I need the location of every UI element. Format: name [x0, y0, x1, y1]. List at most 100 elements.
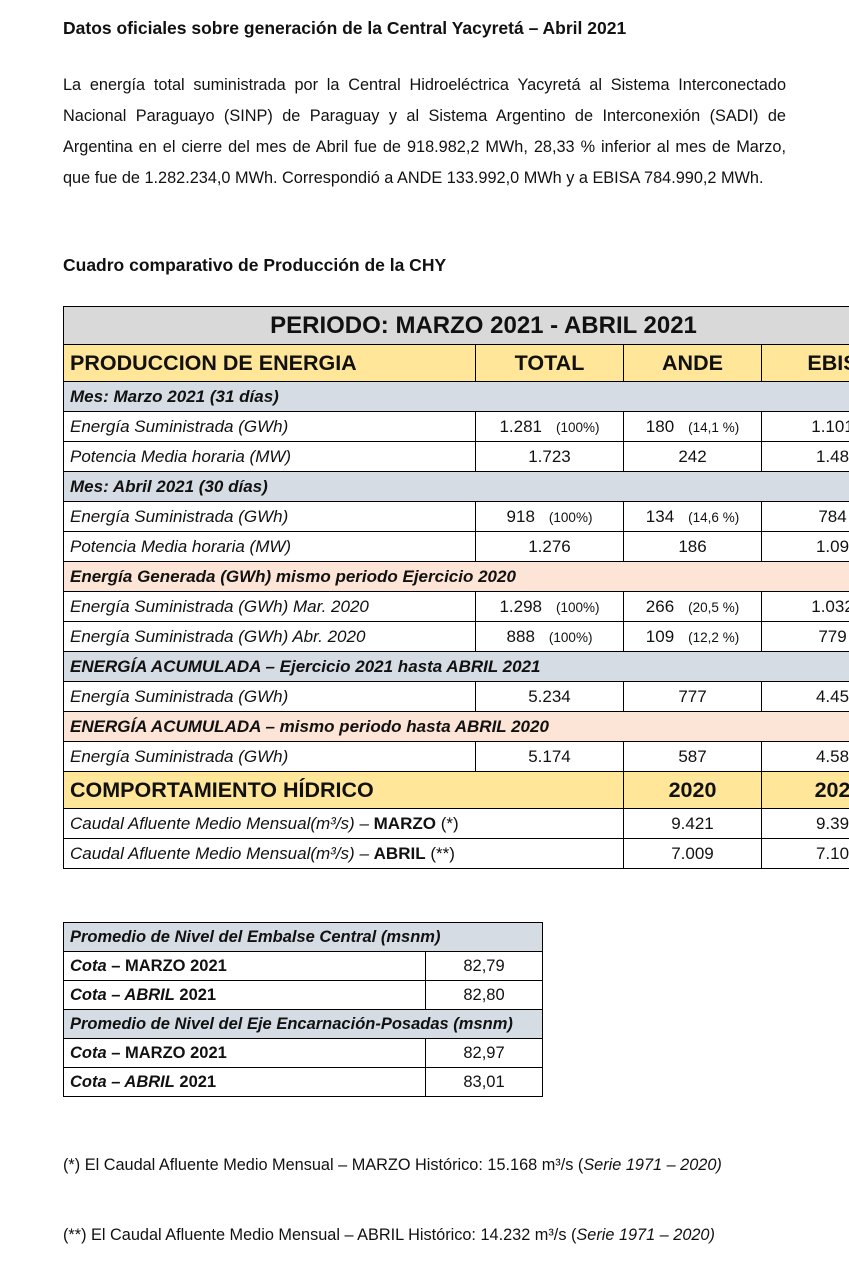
header-cell: ANDE — [623, 344, 762, 382]
hydro-note: (*) — [440, 813, 459, 833]
row-label: Energía Suministrada (GWh) — [63, 411, 476, 442]
cell-percent: (100%) — [556, 599, 600, 615]
level-table-wrap: Promedio de Nivel del Embalse Central (m… — [63, 922, 543, 1097]
cell-percent: (14,6 %) — [688, 509, 740, 525]
hydro-row: Caudal Afluente Medio Mensual(m³/s) – MA… — [63, 808, 849, 839]
hydro-header-cell: 2020 — [623, 771, 762, 809]
value-cell: 1.09 — [760, 531, 849, 562]
level-row: Cota – MARZO 2021 82,97 — [63, 1038, 543, 1068]
level-section-row: Promedio de Nivel del Embalse Central (m… — [63, 922, 543, 952]
level-row: Cota – ABRIL 2021 83,01 — [63, 1067, 543, 1097]
section-cell: Energía Generada (GWh) mismo periodo Eje… — [63, 561, 849, 592]
data-row: Energía Suministrada (GWh) 5.234 777 4.45 — [63, 681, 849, 712]
section-row: Mes: Marzo 2021 (31 días) — [63, 381, 849, 412]
hydro-value: 7.009 — [623, 838, 762, 869]
level-section-cell: Promedio de Nivel del Eje Encarnación-Po… — [63, 1009, 543, 1039]
cell-value: 1.281 — [499, 416, 542, 436]
value-cell: 266 (20,5 %) — [623, 591, 762, 622]
hydro-header-cell: 202 — [760, 771, 849, 809]
hydro-value: 7.10 — [760, 838, 849, 869]
value-cell: 1.281 (100%) — [475, 411, 624, 442]
section-cell: Mes: Abril 2021 (30 días) — [63, 471, 849, 502]
level-section-row: Promedio de Nivel del Eje Encarnación-Po… — [63, 1009, 543, 1039]
cell-value: 918 — [506, 506, 535, 526]
section-row: ENERGÍA ACUMULADA – Ejercicio 2021 hasta… — [63, 651, 849, 682]
footnote-text: (*) El Caudal Afluente Medio Mensual – M… — [63, 1156, 584, 1174]
value-cell: 779 — [760, 621, 849, 652]
value-cell: 5.234 — [475, 681, 624, 712]
cell-percent: (100%) — [556, 419, 600, 435]
section-cell: Mes: Marzo 2021 (31 días) — [63, 381, 849, 412]
row-label: Energía Suministrada (GWh) Abr. 2020 — [63, 621, 476, 652]
section-cell: ENERGÍA ACUMULADA – Ejercicio 2021 hasta… — [63, 651, 849, 682]
row-label: Potencia Media horaria (MW) — [63, 441, 476, 472]
data-row: Energía Suministrada (GWh) 1.281 (100%) 180… — [63, 411, 849, 442]
footnote: (**) El Caudal Afluente Medio Mensual – … — [63, 1220, 763, 1250]
value-cell: 4.45 — [760, 681, 849, 712]
cell-percent: (14,1 %) — [688, 419, 740, 435]
level-label: Cota – MARZO 2021 — [63, 1038, 426, 1068]
level-value: 83,01 — [425, 1067, 543, 1097]
value-cell: 134 (14,6 %) — [623, 501, 762, 532]
cell-percent: (12,2 %) — [688, 629, 740, 645]
data-row: Energía Suministrada (GWh) 5.174 587 4.58 — [63, 741, 849, 772]
hydro-value: 9.421 — [623, 808, 762, 839]
value-cell: 186 — [623, 531, 762, 562]
level-value: 82,97 — [425, 1038, 543, 1068]
data-row: Energía Suministrada (GWh) Mar. 2020 1.29… — [63, 591, 849, 622]
header-cell: EBIS — [760, 344, 849, 382]
period-row: PERIODO: MARZO 2021 - ABRIL 2021 — [63, 306, 849, 345]
level-row: Cota – MARZO 2021 82,79 — [63, 951, 543, 981]
hydro-label-text: Caudal Afluente Medio Mensual(m³/s) – — [70, 813, 369, 833]
value-cell: 180 (14,1 %) — [623, 411, 762, 442]
value-cell: 1.48 — [760, 441, 849, 472]
hydro-label: Caudal Afluente Medio Mensual(m³/s) – MA… — [63, 808, 624, 839]
footnote-text: (**) El Caudal Afluente Medio Mensual – … — [63, 1226, 577, 1244]
data-row: Potencia Media horaria (MW) 1.723 242 1.48 — [63, 441, 849, 472]
value-cell: 1.723 — [475, 441, 624, 472]
section-row: Energía Generada (GWh) mismo periodo Eje… — [63, 561, 849, 592]
cell-value: 266 — [645, 596, 675, 616]
footnote: (*) El Caudal Afluente Medio Mensual – M… — [63, 1150, 763, 1180]
data-row: Energía Suministrada (GWh) 918 (100%) 134 (1… — [63, 501, 849, 532]
level-cota: Cota — [70, 1043, 107, 1062]
value-cell: 784 — [760, 501, 849, 532]
hydro-header-row: COMPORTAMIENTO HÍDRICO 2020 202 — [63, 771, 849, 809]
level-period: – MARZO 2021 — [111, 1043, 227, 1062]
title: Datos oficiales sobre generación de la C… — [63, 18, 627, 38]
hydro-value: 9.39 — [760, 808, 849, 839]
cell-percent: (100%) — [548, 629, 593, 645]
cell-percent: (100%) — [548, 509, 593, 525]
period-cell: PERIODO: MARZO 2021 - ABRIL 2021 — [63, 306, 849, 345]
section-row: ENERGÍA ACUMULADA – mismo periodo hasta … — [63, 711, 849, 742]
data-row: Energía Suministrada (GWh) Abr. 2020 888 (… — [63, 621, 849, 652]
value-cell: 4.58 — [760, 741, 849, 772]
cell-value: 888 — [506, 626, 535, 646]
section-cell: ENERGÍA ACUMULADA – mismo periodo hasta … — [63, 711, 849, 742]
header-cell: PRODUCCION DE ENERGIA — [63, 344, 476, 382]
value-cell: 242 — [623, 441, 762, 472]
level-cota: Cota — [70, 956, 107, 975]
cell-percent: (20,5 %) — [688, 599, 740, 615]
value-cell: 1.276 — [475, 531, 624, 562]
level-label: Cota – MARZO 2021 — [63, 951, 426, 981]
section-row: Mes: Abril 2021 (30 días) — [63, 471, 849, 502]
level-value: 82,80 — [425, 980, 543, 1010]
cell-value: 134 — [645, 506, 675, 526]
value-cell: 777 — [623, 681, 762, 712]
hydro-label: Caudal Afluente Medio Mensual(m³/s) – AB… — [63, 838, 624, 869]
value-cell: 109 (12,2 %) — [623, 621, 762, 652]
subtitle: Cuadro comparativo de Producción de la C… — [63, 255, 447, 275]
hydro-month: ABRIL — [373, 843, 426, 863]
cell-value: 109 — [645, 626, 675, 646]
value-cell: 918 (100%) — [475, 501, 624, 532]
production-table: PERIODO: MARZO 2021 - ABRIL 2021 PRODUCCI… — [63, 306, 849, 869]
hydro-label-text: Caudal Afluente Medio Mensual(m³/s) – — [70, 843, 369, 863]
value-cell: 1.298 (100%) — [475, 591, 624, 622]
production-table-wrap: PERIODO: MARZO 2021 - ABRIL 2021 PRODUCCI… — [63, 306, 849, 878]
hydro-note: (**) — [430, 843, 455, 863]
row-label: Potencia Media horaria (MW) — [63, 531, 476, 562]
level-value: 82,79 — [425, 951, 543, 981]
footnote-series: Serie 1971 – 2020) — [583, 1156, 722, 1174]
